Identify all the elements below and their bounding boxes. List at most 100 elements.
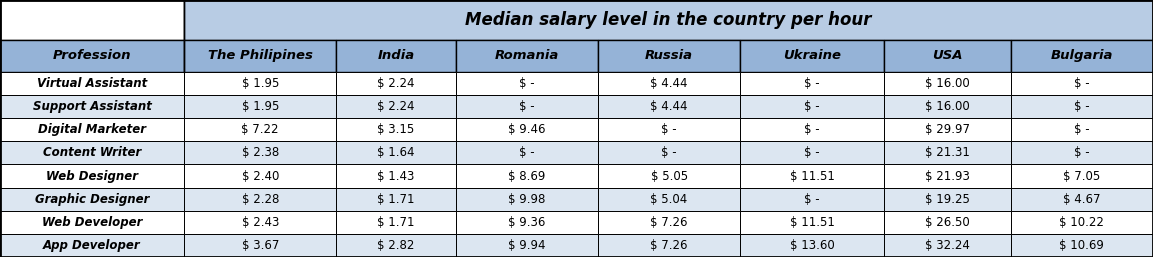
Bar bbox=[0, 188, 184, 211]
Bar bbox=[337, 72, 455, 95]
Bar bbox=[884, 72, 1011, 95]
Text: $ 7.22: $ 7.22 bbox=[241, 123, 279, 136]
Text: $ 4.44: $ 4.44 bbox=[650, 77, 688, 90]
Bar bbox=[740, 188, 884, 211]
Text: Profession: Profession bbox=[53, 49, 131, 62]
Text: $ 10.22: $ 10.22 bbox=[1060, 216, 1105, 229]
Text: Support Assistant: Support Assistant bbox=[32, 100, 151, 113]
Text: $ 9.94: $ 9.94 bbox=[508, 239, 545, 252]
Text: The Philipines: The Philipines bbox=[208, 49, 312, 62]
Text: $ 19.25: $ 19.25 bbox=[925, 193, 970, 206]
Bar bbox=[0, 40, 184, 72]
Text: $ 1.95: $ 1.95 bbox=[241, 100, 279, 113]
Bar bbox=[1011, 141, 1153, 164]
Text: $ 1.43: $ 1.43 bbox=[377, 170, 415, 182]
Text: $ -: $ - bbox=[805, 123, 820, 136]
Bar bbox=[0, 0, 184, 40]
Bar bbox=[598, 211, 740, 234]
Text: $ 16.00: $ 16.00 bbox=[925, 100, 970, 113]
Bar bbox=[184, 211, 337, 234]
Bar bbox=[740, 72, 884, 95]
Bar bbox=[1011, 118, 1153, 141]
Text: $ -: $ - bbox=[1075, 123, 1090, 136]
Text: $ 8.69: $ 8.69 bbox=[508, 170, 545, 182]
Text: $ 5.04: $ 5.04 bbox=[650, 193, 687, 206]
Text: $ 4.44: $ 4.44 bbox=[650, 100, 688, 113]
Text: $ -: $ - bbox=[1075, 146, 1090, 159]
Text: $ 2.28: $ 2.28 bbox=[241, 193, 279, 206]
Text: Russia: Russia bbox=[645, 49, 693, 62]
Bar bbox=[337, 118, 455, 141]
Bar bbox=[337, 95, 455, 118]
Bar bbox=[455, 211, 598, 234]
Text: $ 3.15: $ 3.15 bbox=[377, 123, 415, 136]
Bar bbox=[0, 118, 184, 141]
Text: $ 2.82: $ 2.82 bbox=[377, 239, 415, 252]
Text: $ 7.26: $ 7.26 bbox=[650, 239, 688, 252]
Bar bbox=[598, 95, 740, 118]
Bar bbox=[1011, 95, 1153, 118]
Text: Web Designer: Web Designer bbox=[46, 170, 138, 182]
Bar bbox=[884, 188, 1011, 211]
Bar bbox=[598, 118, 740, 141]
Bar bbox=[740, 164, 884, 188]
Bar bbox=[740, 211, 884, 234]
Text: $ -: $ - bbox=[805, 146, 820, 159]
Text: $ -: $ - bbox=[805, 100, 820, 113]
Bar bbox=[184, 0, 1153, 40]
Text: $ 4.67: $ 4.67 bbox=[1063, 193, 1101, 206]
Bar bbox=[598, 234, 740, 257]
Text: $ 7.05: $ 7.05 bbox=[1063, 170, 1100, 182]
Bar bbox=[1011, 234, 1153, 257]
Text: $ 1.95: $ 1.95 bbox=[241, 77, 279, 90]
Bar bbox=[184, 118, 337, 141]
Text: $ 5.05: $ 5.05 bbox=[650, 170, 687, 182]
Text: App Developer: App Developer bbox=[43, 239, 141, 252]
Bar bbox=[884, 141, 1011, 164]
Bar bbox=[598, 164, 740, 188]
Bar bbox=[455, 95, 598, 118]
Bar bbox=[884, 95, 1011, 118]
Bar bbox=[455, 164, 598, 188]
Text: $ 21.31: $ 21.31 bbox=[925, 146, 970, 159]
Text: $ -: $ - bbox=[519, 100, 535, 113]
Bar bbox=[184, 40, 337, 72]
Text: $ -: $ - bbox=[519, 146, 535, 159]
Text: Web Developer: Web Developer bbox=[42, 216, 142, 229]
Bar bbox=[1011, 188, 1153, 211]
Bar bbox=[337, 141, 455, 164]
Text: $ 2.24: $ 2.24 bbox=[377, 100, 415, 113]
Bar bbox=[1011, 72, 1153, 95]
Text: $ 11.51: $ 11.51 bbox=[790, 170, 835, 182]
Text: $ 9.36: $ 9.36 bbox=[508, 216, 545, 229]
Bar bbox=[455, 72, 598, 95]
Text: $ -: $ - bbox=[662, 146, 677, 159]
Bar bbox=[184, 188, 337, 211]
Text: $ 3.67: $ 3.67 bbox=[241, 239, 279, 252]
Text: USA: USA bbox=[932, 49, 963, 62]
Bar bbox=[337, 234, 455, 257]
Bar bbox=[184, 95, 337, 118]
Bar bbox=[0, 234, 184, 257]
Bar bbox=[884, 234, 1011, 257]
Bar bbox=[0, 141, 184, 164]
Bar bbox=[337, 211, 455, 234]
Bar bbox=[455, 234, 598, 257]
Bar bbox=[884, 118, 1011, 141]
Bar bbox=[455, 141, 598, 164]
Bar bbox=[1011, 164, 1153, 188]
Text: $ 32.24: $ 32.24 bbox=[925, 239, 970, 252]
Text: India: India bbox=[377, 49, 415, 62]
Text: $ 1.64: $ 1.64 bbox=[377, 146, 415, 159]
Text: $ 26.50: $ 26.50 bbox=[925, 216, 970, 229]
Text: $ 2.43: $ 2.43 bbox=[241, 216, 279, 229]
Text: Digital Marketer: Digital Marketer bbox=[38, 123, 146, 136]
Text: $ -: $ - bbox=[805, 193, 820, 206]
Text: $ 2.40: $ 2.40 bbox=[241, 170, 279, 182]
Text: $ 16.00: $ 16.00 bbox=[925, 77, 970, 90]
Bar bbox=[884, 164, 1011, 188]
Text: $ 11.51: $ 11.51 bbox=[790, 216, 835, 229]
Bar bbox=[1011, 211, 1153, 234]
Bar bbox=[740, 95, 884, 118]
Bar bbox=[740, 40, 884, 72]
